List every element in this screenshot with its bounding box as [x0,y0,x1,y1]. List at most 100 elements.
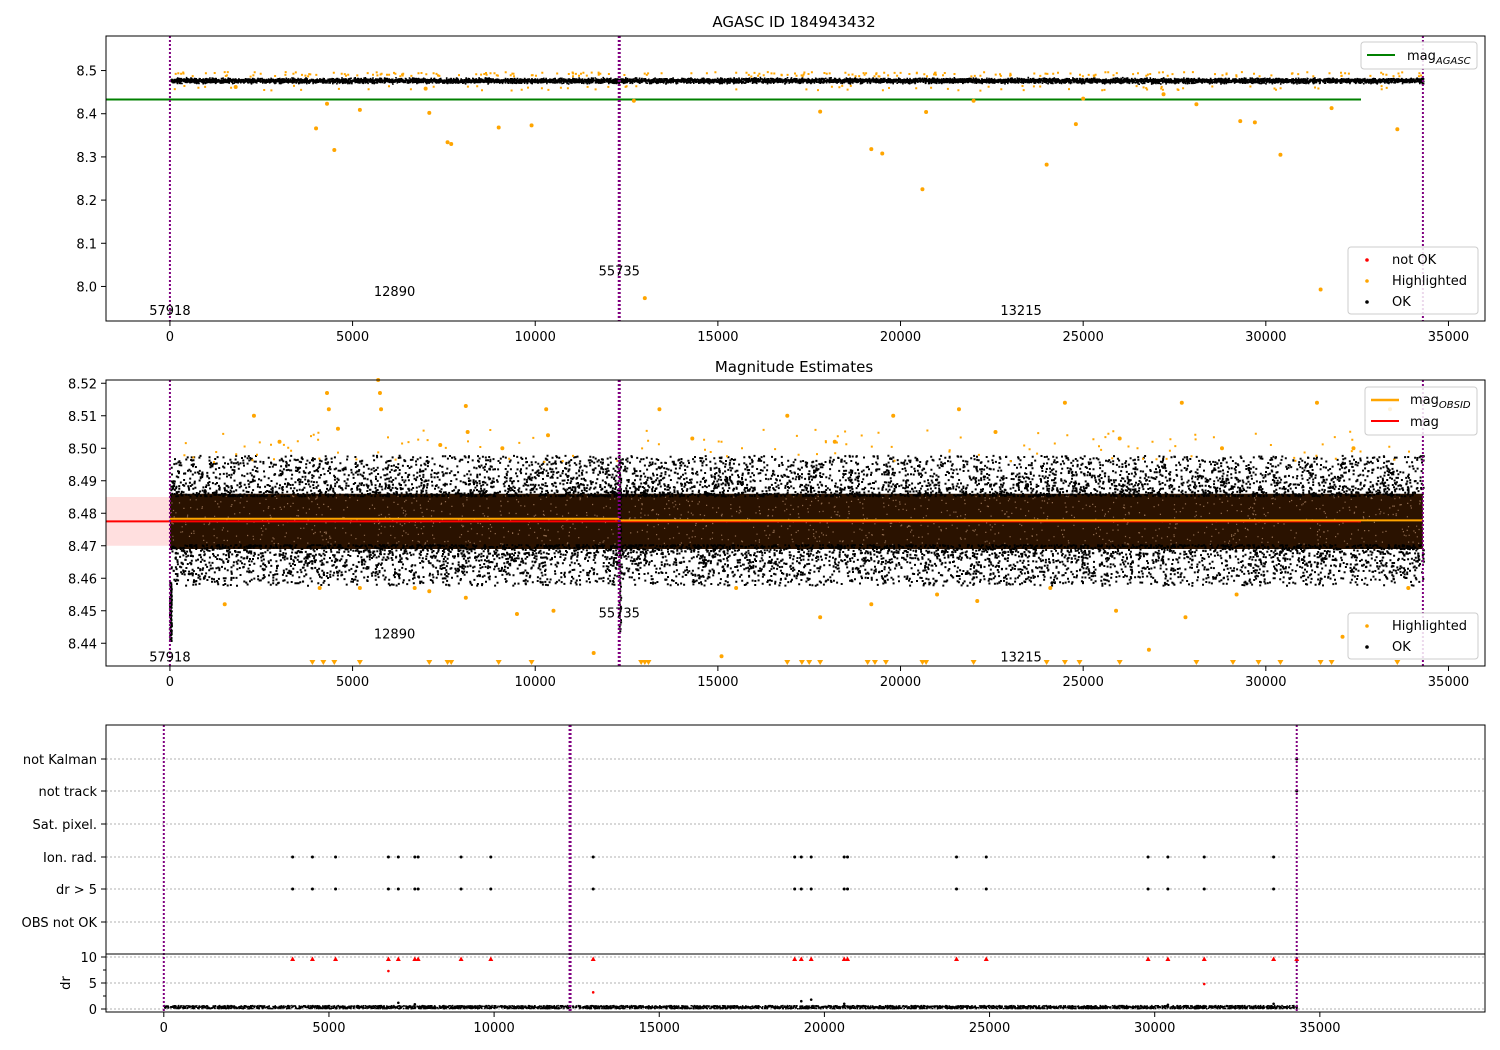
flag-point [842,855,846,859]
highlighted-point [631,98,636,103]
offscale-marker [1043,660,1050,665]
highlighted-point [377,391,382,395]
y-tick-label: 8.47 [68,540,97,555]
flag-point [413,887,417,891]
y-tick-label: 8.51 [68,410,97,425]
offscale-marker [320,660,327,665]
axes-frame [105,724,1486,1013]
dr-point [1272,1002,1275,1006]
dr-capped-marker [983,956,989,961]
dr-capped-marker [1201,956,1207,961]
flag-point [809,887,813,891]
highlighted-point [785,413,790,418]
legend-marker-highlighted [1365,279,1369,283]
highlighted-point [1117,436,1122,441]
flag-point [984,887,988,891]
highlighted-point [551,608,556,613]
legend-marker-highlighted [1365,624,1369,628]
highlighted-point [438,443,443,447]
flag-point [1146,855,1150,859]
highlighted-point [326,407,331,412]
flag-point [1166,887,1170,891]
highlighted-point [500,446,505,451]
dr-point [809,998,813,1001]
x-tick-label: 25000 [969,1021,1010,1036]
offscale-markers [309,660,1401,665]
flag-row-label: not track [38,785,97,800]
highlighted-point [427,589,432,594]
obsid-label: 13215 [1000,650,1041,665]
highlighted-point [251,413,256,418]
offscale-marker [923,660,930,665]
obsid-label: 12890 [374,628,415,643]
flag-point [1272,887,1276,891]
axes-frame [105,379,1486,667]
flag-point [416,887,420,891]
y-tick-label: 8.3 [76,151,97,166]
flag-point [396,887,400,891]
x-tick-label: 10000 [515,330,556,345]
flag-point [334,855,338,859]
y-tick-label: 8.44 [68,637,97,652]
flag-point [459,855,463,859]
highlighted-point [993,430,998,434]
highlighted-point [1161,92,1166,97]
highlighted-point [1406,586,1411,590]
y-tick-label: 8.48 [68,507,97,522]
flag-row-label: not Kalman [23,753,97,768]
highlighted-point [818,615,823,620]
dr-capped-marker [290,956,296,961]
y-tick-label: 8.50 [68,442,97,457]
highlighted-point [1219,446,1224,451]
obsid-label: 57918 [149,304,190,319]
flag-point [591,855,595,859]
dr-capped-marker [590,956,596,961]
ok-points [168,454,1425,642]
y-tick-label: 8.49 [68,475,97,490]
highlighted-point [719,654,724,659]
offscale-marker [1317,660,1324,665]
offscale-marker [1277,660,1284,665]
y-tick-label: 8.2 [76,194,97,209]
x-tick-label: 35000 [1428,330,1469,345]
panel2-axes: 0 5000 10000 15000 20000 25000 30000 35000 8.44 8… [68,377,1486,690]
highlighted-point [924,110,929,114]
x-tick-label: 5000 [336,330,369,345]
x-tick-label: 15000 [697,330,738,345]
highlighted-point [357,107,362,112]
highlighted-point [869,147,874,152]
offscale-marker [1255,660,1262,665]
obsid-label: 57918 [149,650,190,665]
highlighted-point [975,599,980,603]
highlighted-point [1194,102,1199,107]
flag-row-label: OBS not OK [22,916,98,931]
flag-point [846,855,850,859]
x-tick-label: 20000 [880,330,921,345]
flag-point [1202,855,1206,859]
x-tick-label: 30000 [1245,675,1286,690]
highlighted-point [869,602,874,607]
x-tick-label: 30000 [1245,330,1286,345]
highlighted-point [496,125,501,130]
offscale-marker [970,660,977,665]
x-tick-label: 10000 [515,675,556,690]
flag-point [416,855,420,859]
offscale-marker [806,660,813,665]
highlighted-point [1179,400,1184,405]
offscale-marker [1193,660,1200,665]
offscale-marker [426,660,433,665]
flag-point [1166,855,1170,859]
flag-point [793,855,797,859]
highlighted-point [920,187,925,192]
x-tick-label: 5000 [336,675,369,690]
flag-point [591,887,595,891]
highlighted-point [1314,400,1319,405]
highlighted-point [423,86,428,91]
dr-capped-marker [841,956,847,961]
highlighted-point [591,651,596,655]
highlighted-point-cluster [183,428,1410,464]
highlighted-point [642,296,647,301]
highlighted-point [657,407,662,412]
dr-capped-marker [808,956,814,961]
highlighted-point [832,439,837,444]
